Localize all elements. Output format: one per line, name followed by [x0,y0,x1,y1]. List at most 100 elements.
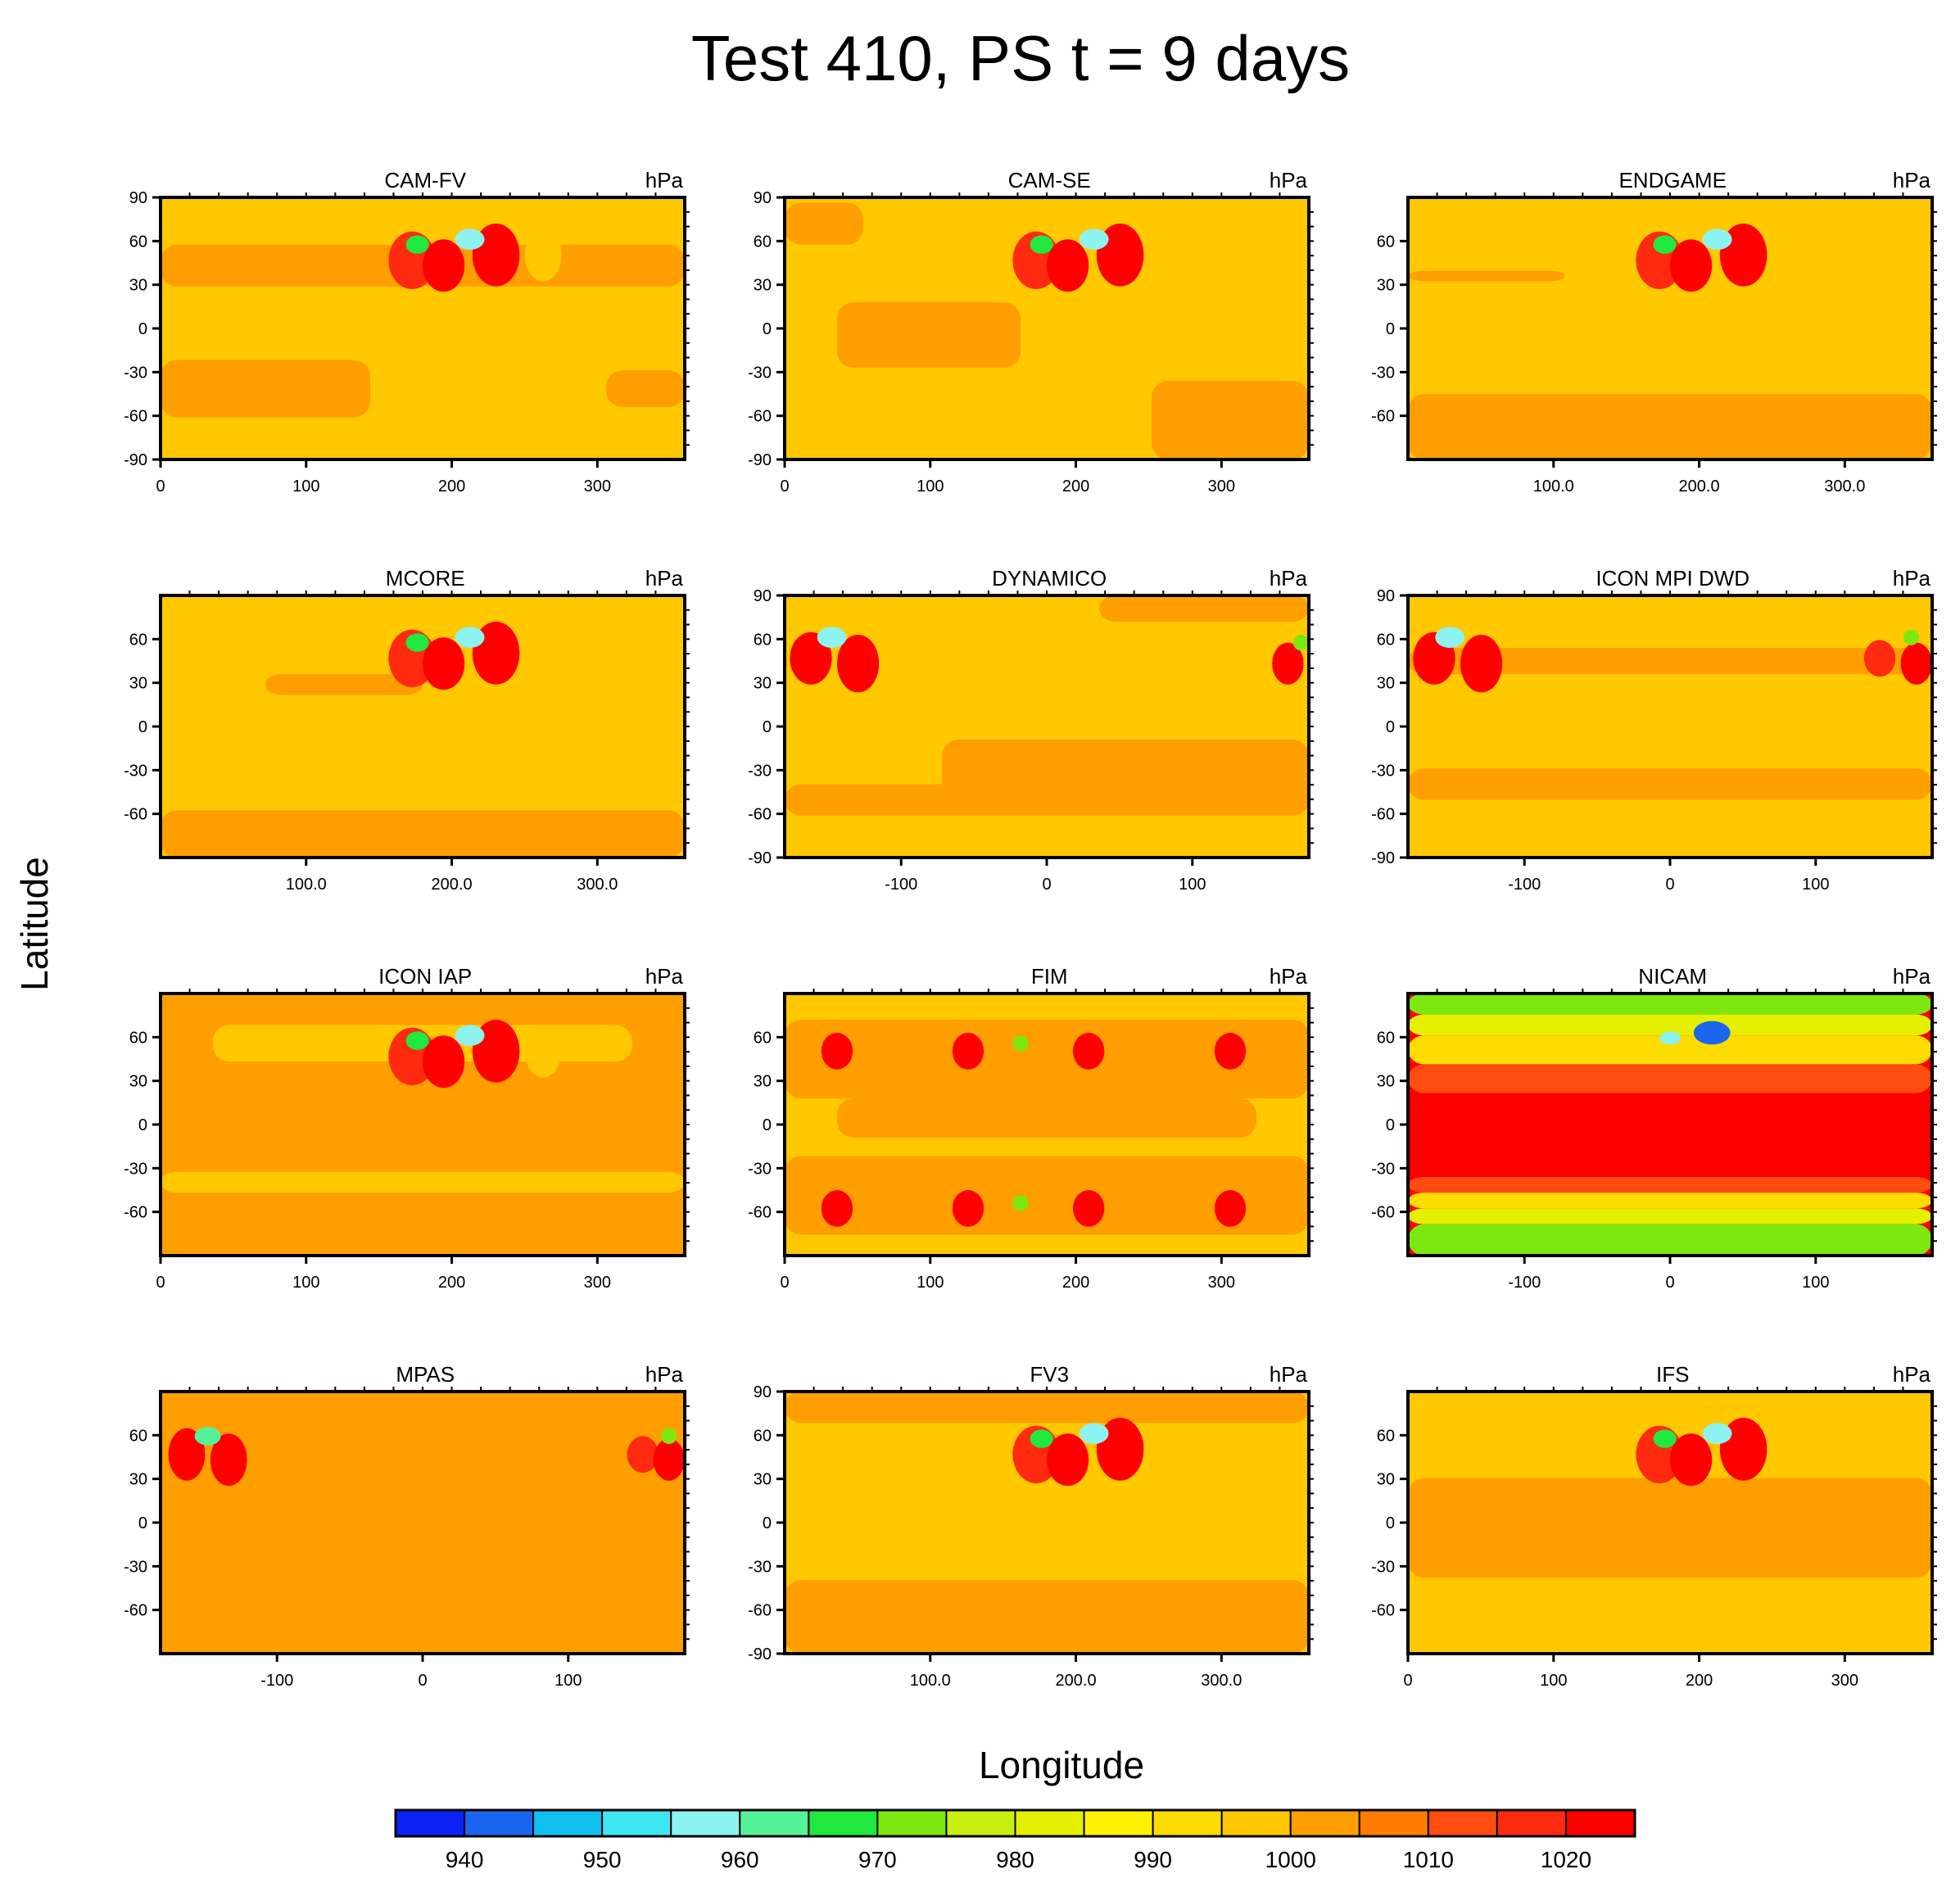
x-tick-label: 300.0 [1824,478,1865,496]
colorbar-frame [394,1808,1636,1838]
y-tick-label: 60 [129,233,147,251]
y-tick-label: 90 [754,1383,772,1401]
colorbar-label: 950 [583,1847,622,1872]
field-feature [952,1190,985,1227]
panel-title: ICON IAP [378,964,472,989]
x-tick-label: 300 [1208,1274,1235,1292]
x-tick-label: 100 [292,478,319,496]
y-tick-label: 60 [754,631,772,649]
field-feature [1272,642,1304,685]
field-feature [455,229,485,251]
field-feature [1030,1429,1053,1448]
panel-units: hPa [1893,566,1931,591]
x-tick-label: -100 [885,876,917,894]
field-feature [821,1190,853,1227]
field-band [1408,768,1932,800]
field-feature [1653,1429,1677,1448]
field-band [1408,1478,1932,1578]
x-tick-label: 200.0 [1679,478,1720,496]
y-tick-label: 0 [1386,320,1395,338]
field-feature [952,1033,985,1070]
y-tick-label: 0 [763,1514,772,1532]
x-tick-label: 200 [1062,478,1089,496]
field-band [785,1156,1309,1235]
y-tick-label: 0 [1386,1514,1395,1532]
field-feature [1047,239,1089,292]
field-background [785,595,1309,858]
field-map [1408,595,1932,858]
colorbar-swatch [1564,1809,1636,1837]
field-feature [1030,235,1053,254]
panel-title: IFS [1656,1362,1689,1387]
field-feature [653,1438,685,1481]
field-background [161,1392,685,1654]
field-map [161,993,685,1256]
field-band [1099,595,1309,622]
y-tick-label: -30 [124,1558,147,1576]
x-tick-label: 100 [1802,1274,1829,1292]
y-tick-label: -30 [748,1558,772,1576]
x-tick-label: 0 [418,1672,427,1690]
x-tick-label: 100 [917,478,944,496]
field-feature [1659,1031,1681,1045]
x-tick-label: 0 [1665,1274,1674,1292]
field-band [1408,1035,1932,1065]
x-tick-label: 0 [1665,876,1674,894]
y-tick-label: -30 [1371,1558,1395,1576]
field-feature [210,1433,247,1487]
field-feature [423,239,465,292]
y-tick-label: 60 [754,1029,772,1047]
y-axis-label: Latitude [13,857,56,991]
colorbar-label: 1000 [1265,1847,1316,1872]
field-band [1408,1064,1932,1093]
x-tick-label: 100.0 [910,1672,951,1690]
field-map [785,197,1309,459]
field-band [1408,1208,1932,1224]
field-feature [405,235,429,254]
main-title: Test 410, PS t = 9 days [691,22,1350,94]
field-feature [1653,235,1677,254]
colorbar-label: 1020 [1541,1847,1591,1872]
x-tick-label: -100 [1508,876,1541,894]
panel-units: hPa [1270,566,1308,591]
colorbar-label: 960 [721,1847,759,1872]
colorbar-swatch [532,1809,604,1837]
field-feature [524,1025,562,1078]
y-tick-label: -30 [748,762,772,780]
y-tick-label: -30 [1371,364,1395,382]
colorbar-label: 980 [996,1847,1034,1872]
field-band [1408,1224,1932,1256]
x-tick-label: 200.0 [1056,1672,1097,1690]
field-band [161,360,370,418]
field-feature [837,635,880,693]
panel-title: ICON MPI DWD [1596,566,1750,591]
field-band [1408,394,1932,459]
y-tick-label: -60 [1371,806,1395,824]
y-tick-label: 60 [129,631,147,649]
field-map [1408,993,1932,1256]
y-tick-label: 0 [1386,1116,1395,1134]
x-tick-label: 0 [156,1274,165,1292]
y-tick-label: -60 [748,408,772,426]
colorbar-label: 940 [446,1847,484,1872]
field-feature [524,229,562,282]
y-tick-label: 30 [129,1471,147,1489]
colorbar: 940 950 960 970 980 990 1000 1010 1020 [394,1808,1636,1872]
x-tick-label: 100 [1179,876,1206,894]
field-feature [1047,1433,1089,1487]
x-tick-label: 100 [1802,876,1829,894]
x-tick-label: 300 [584,1274,611,1292]
field-feature [790,631,832,685]
colorbar-swatch [1496,1809,1567,1837]
x-tick-label: 100 [555,1672,582,1690]
y-tick-label: -60 [124,408,147,426]
y-tick-label: 30 [1377,675,1395,693]
y-tick-label: -30 [1371,1160,1395,1178]
panel-title: DYNAMICO [992,566,1107,591]
field-feature [817,627,847,648]
panel-mpas: MPAS hPa 60 30 0 -30 -60 -100 0 100 [124,1362,690,1690]
y-tick-label: 60 [754,1427,772,1445]
